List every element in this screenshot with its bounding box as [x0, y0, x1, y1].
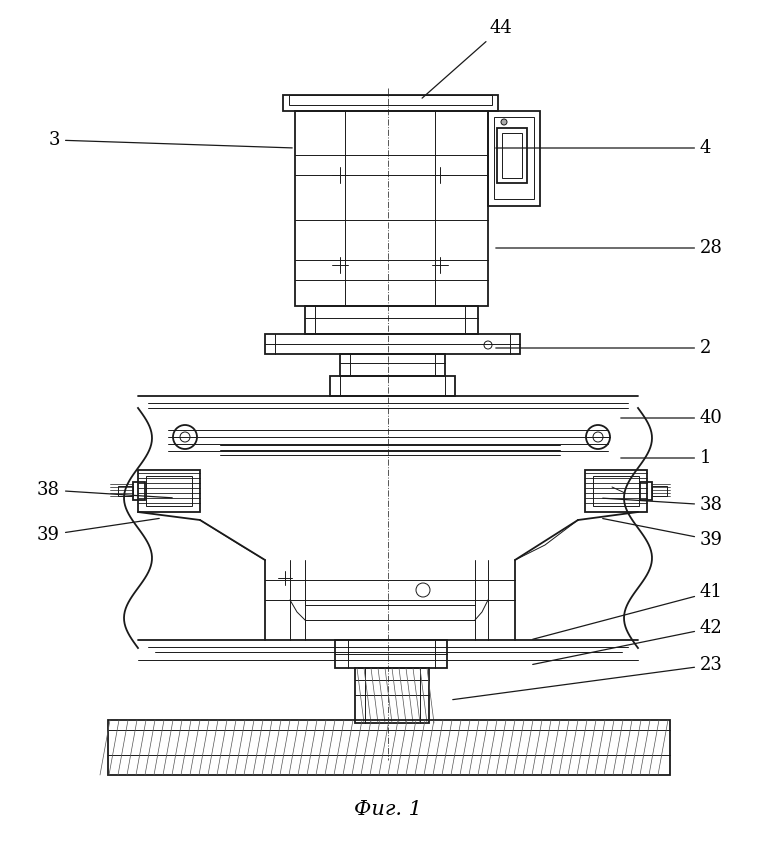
Bar: [283, 95, 498, 111]
Text: Фиг. 1: Фиг. 1: [354, 800, 422, 820]
Text: 44: 44: [422, 19, 512, 98]
Text: 38: 38: [37, 481, 172, 499]
Text: 1: 1: [621, 449, 711, 467]
Bar: [335, 640, 447, 668]
Bar: [640, 482, 652, 500]
Bar: [585, 470, 647, 512]
Bar: [488, 111, 540, 206]
Bar: [305, 306, 478, 334]
Bar: [289, 95, 492, 105]
Bar: [330, 376, 455, 396]
Bar: [118, 486, 133, 496]
Text: 4: 4: [496, 139, 711, 157]
Bar: [355, 668, 429, 723]
Bar: [593, 476, 639, 506]
Bar: [497, 128, 527, 183]
Text: 40: 40: [621, 409, 723, 427]
Text: 2: 2: [496, 339, 711, 357]
Bar: [133, 482, 145, 500]
Text: 23: 23: [452, 656, 723, 700]
Bar: [146, 476, 192, 506]
Text: 39: 39: [603, 518, 723, 549]
Text: 3: 3: [48, 131, 292, 149]
Bar: [652, 486, 667, 496]
Bar: [265, 334, 520, 354]
Text: 41: 41: [533, 583, 723, 639]
Text: 42: 42: [533, 619, 723, 664]
Bar: [108, 720, 670, 775]
Bar: [494, 117, 534, 199]
Bar: [138, 470, 200, 512]
Circle shape: [501, 119, 507, 125]
Text: 38: 38: [603, 496, 723, 514]
Bar: [502, 133, 522, 178]
Bar: [340, 354, 445, 376]
Text: 39: 39: [37, 518, 159, 544]
Text: 28: 28: [496, 239, 723, 257]
Bar: [295, 111, 488, 306]
